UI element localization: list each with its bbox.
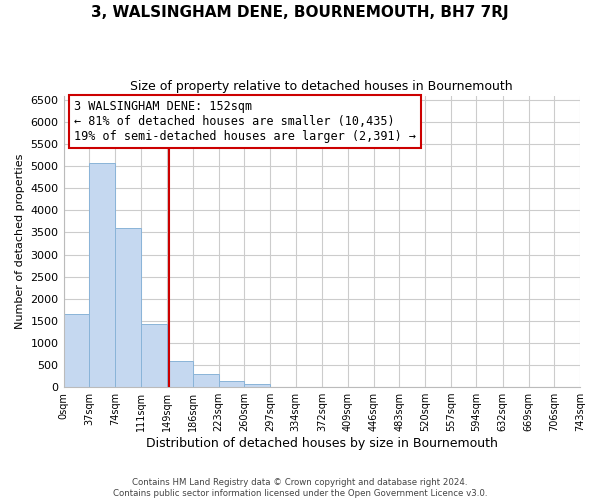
Text: Contains HM Land Registry data © Crown copyright and database right 2024.
Contai: Contains HM Land Registry data © Crown c… [113, 478, 487, 498]
Bar [193, 374, 218, 387]
Bar [140, 324, 167, 387]
Text: 3 WALSINGHAM DENE: 152sqm
← 81% of detached houses are smaller (10,435)
19% of s: 3 WALSINGHAM DENE: 152sqm ← 81% of detac… [74, 100, 416, 143]
X-axis label: Distribution of detached houses by size in Bournemouth: Distribution of detached houses by size … [146, 437, 498, 450]
Bar [64, 314, 89, 387]
Title: Size of property relative to detached houses in Bournemouth: Size of property relative to detached ho… [130, 80, 513, 93]
Bar [115, 228, 140, 387]
Bar [89, 162, 115, 387]
Y-axis label: Number of detached properties: Number of detached properties [15, 154, 25, 329]
Bar [218, 380, 244, 387]
Bar [244, 384, 270, 387]
Bar [167, 362, 193, 387]
Text: 3, WALSINGHAM DENE, BOURNEMOUTH, BH7 7RJ: 3, WALSINGHAM DENE, BOURNEMOUTH, BH7 7RJ [91, 5, 509, 20]
